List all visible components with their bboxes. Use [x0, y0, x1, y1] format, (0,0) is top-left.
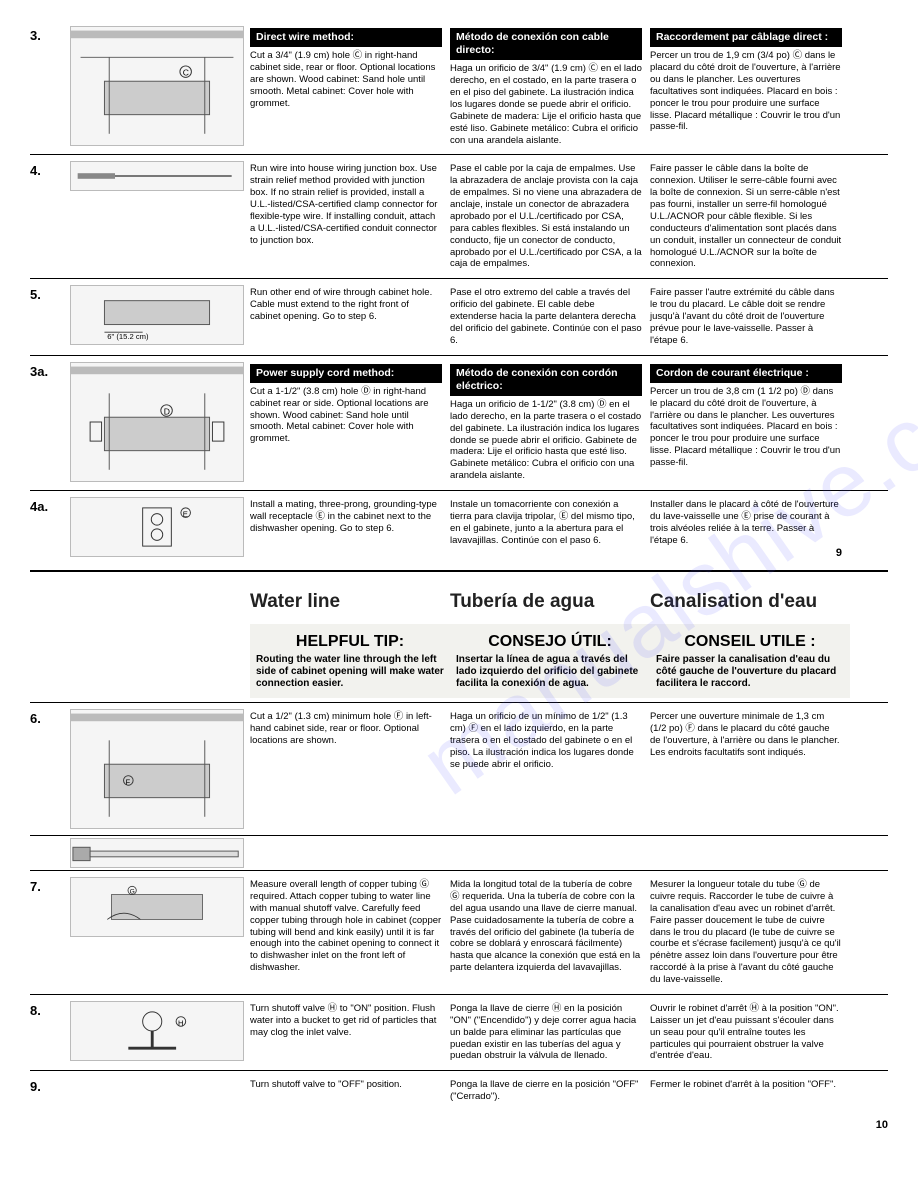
text-fr: Fermer le robinet d'arrêt à la position …	[650, 1075, 850, 1107]
tip-es: CONSEJO ÚTIL: Insertar la línea de agua …	[450, 624, 650, 698]
svg-text:6" (15.2 cm): 6" (15.2 cm)	[107, 332, 149, 341]
diagram-5: 6" (15.2 cm)	[70, 285, 244, 345]
text-es: Haga un orificio de un mínimo de 1/2" (1…	[450, 707, 650, 831]
body-en: Cut a 3/4" (1.9 cm) hole Ⓒ in right-hand…	[250, 50, 435, 109]
step-6-row: 6. F Cut a 1/2" (1.3 cm) minimum hole Ⓕ …	[30, 703, 888, 836]
svg-text:C: C	[183, 67, 189, 77]
step-number: 3a.	[30, 360, 70, 486]
text-en: Turn shutoff valve to "OFF" position.	[250, 1075, 450, 1107]
text-fr: Faire passer l'autre extrémité du câble …	[650, 283, 850, 350]
diagram-6: F	[70, 709, 244, 829]
step-8-row: 8. H Turn shutoff valve Ⓗ to "ON" positi…	[30, 995, 888, 1071]
step-number: 9.	[30, 1075, 70, 1107]
tape-measure-icon	[70, 838, 244, 868]
tip-body: Insertar la línea de agua a través del l…	[456, 654, 644, 690]
step-3-row: 3. C Direct wire method: Cut a 3/4" (1.9…	[30, 20, 888, 155]
svg-text:E: E	[183, 509, 188, 518]
text-es: Pase el cable por la caja de empalmes. U…	[450, 159, 650, 274]
text-es: Ponga la llave de cierre Ⓗ en la posició…	[450, 999, 650, 1066]
text-fr: Raccordement par câblage direct : Percer…	[650, 24, 850, 150]
header-es: Método de conexión con cable directo:	[450, 28, 642, 60]
tip-body: Faire passer la canalisation d'eau du cô…	[656, 654, 844, 690]
text-es: Método de conexión con cordón eléctrico:…	[450, 360, 650, 486]
body-fr: Percer un trou de 3,8 cm (1 1/2 po) Ⓓ da…	[650, 386, 840, 468]
step-number: 4.	[30, 159, 70, 274]
water-section-titles: Water line Tubería de agua Canalisation …	[30, 572, 888, 620]
header-en: Power supply cord method:	[250, 364, 442, 383]
step-number: 5.	[30, 283, 70, 350]
text-fr: Faire passer le câble dans la boîte de c…	[650, 159, 850, 274]
text-en: Measure overall length of copper tubing …	[250, 875, 450, 990]
step-number: 8.	[30, 999, 70, 1066]
body-en: Cut a 1-1/2" (3.8 cm) hole Ⓓ in right-ha…	[250, 386, 429, 445]
header-en: Direct wire method:	[250, 28, 442, 47]
tip-en: HELPFUL TIP: Routing the water line thro…	[250, 624, 450, 698]
svg-text:H: H	[178, 1018, 184, 1027]
diagram-cell	[70, 159, 250, 274]
tip-row: HELPFUL TIP: Routing the water line thro…	[30, 620, 888, 703]
tape-separator	[30, 836, 888, 871]
title-fr: Canalisation d'eau	[650, 576, 850, 616]
step-number: 6.	[30, 707, 70, 831]
step-number: 7.	[30, 875, 70, 990]
text-es: Método de conexión con cable directo: Ha…	[450, 24, 650, 150]
header-fr: Cordon de courant électrique :	[650, 364, 842, 383]
diagram-cell: D	[70, 360, 250, 486]
diagram-cell: G	[70, 875, 250, 990]
diagram-cell: 6" (15.2 cm)	[70, 283, 250, 350]
text-en: Turn shutoff valve Ⓗ to "ON" position. F…	[250, 999, 450, 1066]
text-en: Run other end of wire through cabinet ho…	[250, 283, 450, 350]
step-5-row: 5. 6" (15.2 cm) Run other end of wire th…	[30, 279, 888, 355]
cabinet-illustration: C	[71, 27, 243, 145]
step-4a-row: 4a. E Install a mating, three-prong, gro…	[30, 491, 888, 568]
text-en: Install a mating, three-prong, grounding…	[250, 495, 450, 564]
diagram-cell: F	[70, 707, 250, 831]
step-number: 3.	[30, 24, 70, 150]
text-fr: Mesurer la longueur totale du tube Ⓖ de …	[650, 875, 850, 990]
text-fr: Installer dans le placard à côté de l'ou…	[650, 495, 850, 564]
page-number-9: 9	[650, 547, 842, 561]
header-fr: Raccordement par câblage direct :	[650, 28, 842, 47]
tip-heading: CONSEIL UTILE :	[656, 632, 844, 652]
valve-illustration: H	[70, 1001, 244, 1061]
step-number: 4a.	[30, 495, 70, 564]
diagram-3: C	[70, 26, 244, 146]
tip-heading: CONSEJO ÚTIL:	[456, 632, 644, 652]
header-es: Método de conexión con cordón eléctrico:	[450, 364, 642, 396]
text-es: Ponga la llave de cierre en la posición …	[450, 1075, 650, 1107]
step-9-row: 9. Turn shutoff valve to "OFF" position.…	[30, 1071, 888, 1111]
text-fr: Ouvrir le robinet d'arrêt Ⓗ à la positio…	[650, 999, 850, 1066]
diagram-7: G	[70, 877, 244, 937]
title-es: Tubería de agua	[450, 576, 650, 616]
tip-fr: CONSEIL UTILE : Faire passer la canalisa…	[650, 624, 850, 698]
tip-body: Routing the water line through the left …	[256, 654, 444, 690]
step-7-row: 7. G Measure overall length of copper tu…	[30, 871, 888, 995]
text-es: Mida la longitud total de la tubería de …	[450, 875, 650, 990]
body-es: Haga un orificio de 1-1/2" (3.8 cm) Ⓓ en…	[450, 399, 641, 481]
step-4-row: 4. Run wire into house wiring junction b…	[30, 155, 888, 279]
text-fr: Percer une ouverture minimale de 1,3 cm …	[650, 707, 850, 831]
body-es: Haga un orificio de 3/4" (1.9 cm) Ⓒ en e…	[450, 63, 642, 145]
screwdriver-illustration	[70, 161, 244, 191]
body-fr: Percer un trou de 1,9 cm (3/4 po) Ⓒ dans…	[650, 50, 841, 132]
diagram-cell: C	[70, 24, 250, 150]
text-en: Power supply cord method: Cut a 1-1/2" (…	[250, 360, 450, 486]
text-en: Direct wire method: Cut a 3/4" (1.9 cm) …	[250, 24, 450, 150]
text-en: Run wire into house wiring junction box.…	[250, 159, 450, 274]
diagram-cell: H	[70, 999, 250, 1066]
text-es: Pase el otro extremo del cable a través …	[450, 283, 650, 350]
diagram-cell: E	[70, 495, 250, 564]
step-3a-row: 3a. D Power supply cord method: Cut a 1-…	[30, 356, 888, 491]
text-es: Instale un tomacorriente con conexión a …	[450, 495, 650, 564]
text-en: Cut a 1/2" (1.3 cm) minimum hole Ⓕ in le…	[250, 707, 450, 831]
diagram-3a: D	[70, 362, 244, 482]
outlet-illustration: E	[70, 497, 244, 557]
text-fr: Cordon de courant électrique : Percer un…	[650, 360, 850, 486]
tip-heading: HELPFUL TIP:	[256, 632, 444, 652]
svg-text:D: D	[164, 406, 170, 416]
svg-text:F: F	[125, 777, 130, 786]
title-en: Water line	[250, 576, 450, 616]
page-number-10: 10	[876, 1119, 888, 1131]
svg-text:G: G	[130, 889, 135, 896]
